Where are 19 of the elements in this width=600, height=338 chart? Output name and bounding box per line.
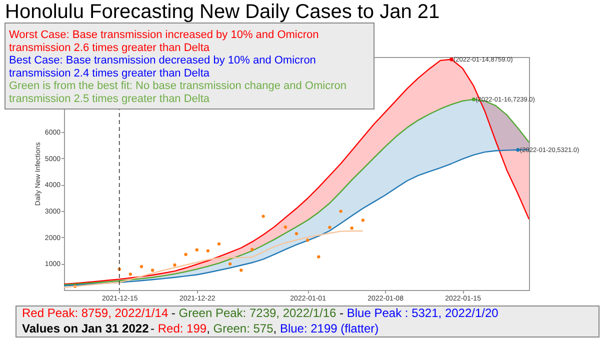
text: Green: 575 [213,322,274,336]
text: , [273,322,277,336]
text: - [150,322,155,336]
text: - [340,306,344,320]
text: Green Peak: 7239, 2022/1/16 [178,306,337,320]
text: - [171,306,176,320]
text: transmission 2.6 times greater than Delta [9,42,210,54]
text: Blue: 2199 (flatter) [280,322,379,336]
chart-title: Honolulu Forecasting New Daily Cases to Jan 21 [5,1,440,23]
text: Blue Peak : 5321, 2022/1/20 [346,306,499,320]
text: Values on Jan 31 2022 [22,322,150,336]
text: , [206,322,210,336]
annotation: Best Case: Base transmission decreased by 10% and Omicron [9,54,316,67]
text: Red: 199 [158,322,207,336]
annotation: transmission 2.4 times greater than Delta [9,67,210,80]
annotation: Green is from the best fit: No base transmission change and Omicron [9,80,346,92]
text: Worst Case: Base transmission increased by 10% and Omicron [9,29,319,41]
annotation: transmission 2.5 times greater than Delta [9,93,210,105]
text: Red Peak: 8759, 2022/1/14 [22,306,168,320]
